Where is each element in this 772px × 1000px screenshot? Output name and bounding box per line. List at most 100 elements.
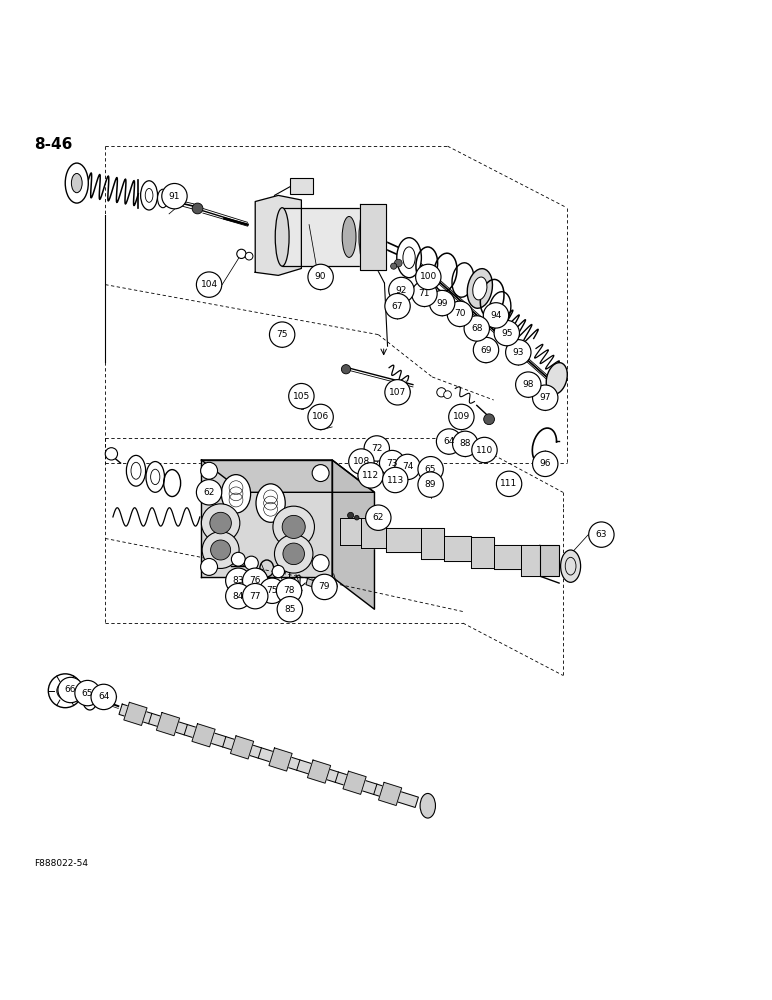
Circle shape bbox=[277, 597, 303, 622]
Ellipse shape bbox=[201, 504, 240, 542]
Polygon shape bbox=[421, 528, 444, 559]
Circle shape bbox=[383, 467, 408, 493]
Text: 106: 106 bbox=[312, 412, 329, 421]
Circle shape bbox=[516, 372, 541, 397]
Text: 90: 90 bbox=[315, 272, 327, 281]
Circle shape bbox=[496, 471, 522, 497]
Circle shape bbox=[472, 437, 497, 463]
Polygon shape bbox=[444, 536, 471, 561]
Circle shape bbox=[312, 574, 337, 600]
Text: 73: 73 bbox=[387, 459, 398, 468]
Text: 99: 99 bbox=[436, 299, 448, 308]
Circle shape bbox=[196, 480, 222, 505]
Circle shape bbox=[444, 391, 452, 398]
Polygon shape bbox=[493, 545, 520, 569]
Text: 100: 100 bbox=[420, 272, 437, 281]
Circle shape bbox=[436, 429, 462, 454]
Circle shape bbox=[349, 449, 374, 474]
Text: 105: 105 bbox=[293, 392, 310, 401]
Circle shape bbox=[237, 249, 246, 258]
Text: 92: 92 bbox=[396, 286, 407, 295]
Circle shape bbox=[358, 463, 384, 488]
Circle shape bbox=[483, 303, 509, 328]
Ellipse shape bbox=[146, 462, 164, 492]
Circle shape bbox=[245, 556, 259, 570]
Circle shape bbox=[259, 578, 285, 603]
Ellipse shape bbox=[397, 238, 422, 278]
Text: 113: 113 bbox=[387, 476, 404, 485]
Ellipse shape bbox=[342, 216, 356, 257]
Circle shape bbox=[388, 277, 414, 303]
Text: 65: 65 bbox=[425, 465, 436, 474]
Polygon shape bbox=[471, 537, 493, 568]
Circle shape bbox=[57, 682, 73, 699]
Ellipse shape bbox=[547, 363, 567, 394]
Text: 110: 110 bbox=[476, 446, 493, 455]
Ellipse shape bbox=[141, 181, 157, 210]
Polygon shape bbox=[124, 702, 147, 725]
Circle shape bbox=[429, 290, 455, 316]
Text: 112: 112 bbox=[362, 471, 379, 480]
Text: 97: 97 bbox=[540, 393, 551, 402]
Circle shape bbox=[312, 555, 329, 572]
Polygon shape bbox=[269, 748, 292, 771]
Text: 74: 74 bbox=[402, 462, 413, 471]
Text: 75: 75 bbox=[276, 330, 288, 339]
Ellipse shape bbox=[420, 793, 435, 818]
Circle shape bbox=[289, 383, 314, 409]
Circle shape bbox=[242, 568, 268, 593]
Circle shape bbox=[308, 264, 334, 290]
Bar bbox=[540, 545, 559, 576]
Polygon shape bbox=[307, 760, 330, 783]
Circle shape bbox=[242, 583, 268, 609]
Text: 104: 104 bbox=[201, 280, 218, 289]
Circle shape bbox=[245, 252, 253, 260]
Text: 85: 85 bbox=[284, 605, 296, 614]
Ellipse shape bbox=[273, 506, 314, 548]
Polygon shape bbox=[306, 578, 324, 591]
Ellipse shape bbox=[282, 515, 305, 538]
Circle shape bbox=[225, 568, 251, 593]
Circle shape bbox=[447, 301, 472, 327]
Circle shape bbox=[225, 583, 251, 609]
Circle shape bbox=[506, 340, 531, 365]
Circle shape bbox=[162, 183, 187, 209]
Text: 109: 109 bbox=[452, 412, 470, 421]
Ellipse shape bbox=[71, 173, 82, 193]
Polygon shape bbox=[386, 528, 421, 552]
Circle shape bbox=[385, 293, 410, 319]
Text: 69: 69 bbox=[480, 346, 492, 355]
Text: 96: 96 bbox=[540, 459, 551, 468]
Polygon shape bbox=[360, 204, 386, 270]
Ellipse shape bbox=[276, 208, 289, 266]
Circle shape bbox=[347, 512, 354, 518]
Circle shape bbox=[411, 281, 437, 307]
Circle shape bbox=[418, 472, 443, 497]
Ellipse shape bbox=[560, 550, 581, 582]
Circle shape bbox=[418, 457, 443, 482]
Text: 62: 62 bbox=[373, 513, 384, 522]
Circle shape bbox=[473, 337, 499, 363]
Circle shape bbox=[449, 404, 474, 430]
Circle shape bbox=[364, 436, 389, 461]
Circle shape bbox=[75, 680, 100, 706]
Text: 71: 71 bbox=[418, 289, 430, 298]
Text: 108: 108 bbox=[353, 457, 370, 466]
Text: 63: 63 bbox=[596, 530, 607, 539]
Ellipse shape bbox=[210, 512, 232, 534]
Polygon shape bbox=[378, 782, 401, 806]
Text: 79: 79 bbox=[319, 582, 330, 591]
Circle shape bbox=[232, 552, 245, 566]
Circle shape bbox=[49, 674, 82, 708]
Circle shape bbox=[452, 431, 478, 457]
Polygon shape bbox=[343, 771, 366, 794]
Circle shape bbox=[105, 448, 117, 460]
Ellipse shape bbox=[211, 540, 231, 560]
Ellipse shape bbox=[66, 163, 88, 203]
Polygon shape bbox=[520, 545, 540, 576]
Ellipse shape bbox=[157, 189, 168, 208]
Text: 67: 67 bbox=[391, 302, 403, 311]
Ellipse shape bbox=[283, 543, 304, 565]
Circle shape bbox=[276, 578, 302, 603]
Polygon shape bbox=[192, 724, 215, 747]
